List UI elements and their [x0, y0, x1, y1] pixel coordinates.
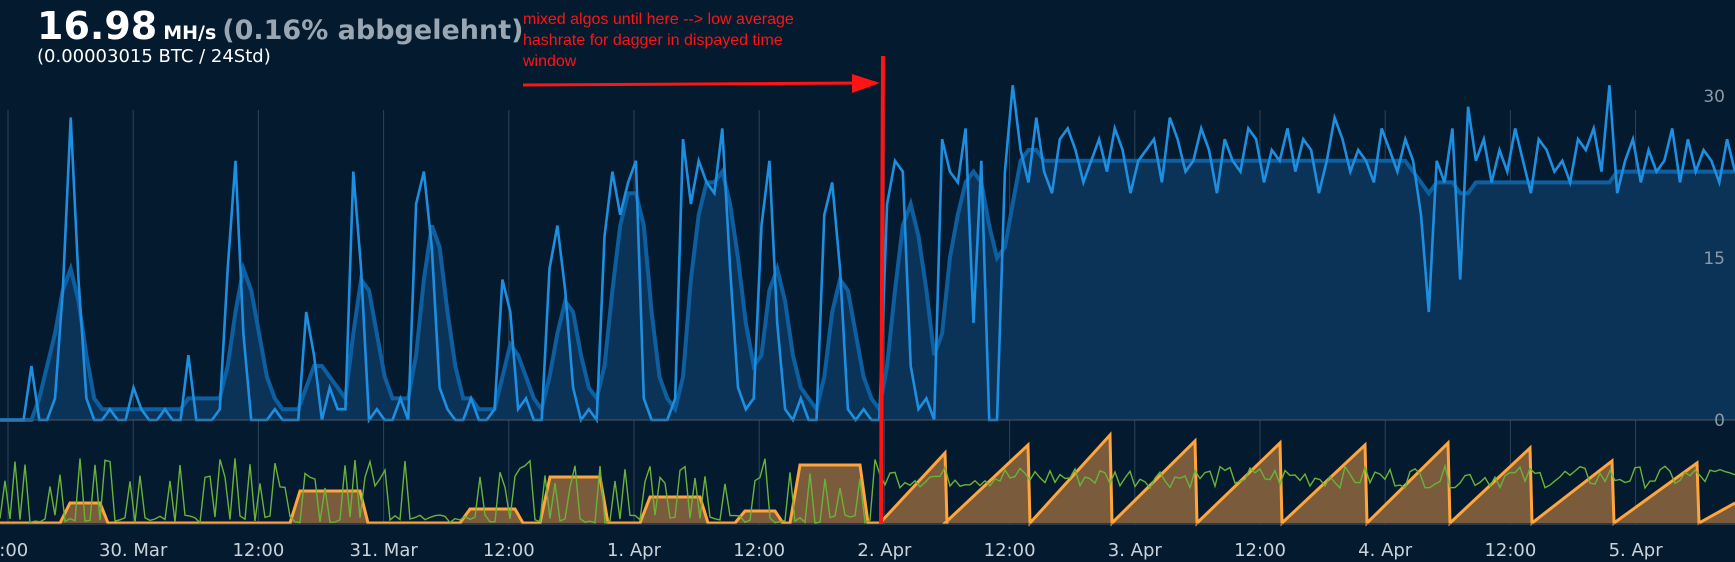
average-hashrate-line [0, 148, 1735, 422]
hashrate-unit: MH/s [163, 22, 217, 44]
earnings-per-day: (0.00003015 BTC / 24Std) [37, 46, 271, 67]
y-tick-label: 0 [1714, 411, 1725, 431]
rejected-percentage: (0.16% abbgelehnt) [222, 15, 524, 46]
y-tick-label: 15 [1703, 249, 1725, 269]
earnings-fill [0, 435, 1735, 523]
annotation-line: window [523, 53, 577, 70]
earnings-area [0, 431, 1735, 527]
x-tick-label: 12:00 [483, 540, 535, 561]
x-tick-label: 2. Apr [857, 540, 912, 561]
annotation-line: hashrate for dagger in dispayed time [523, 32, 783, 49]
annotation-line: mixed algos until here --> low average [523, 11, 794, 28]
hashrate-area [0, 85, 1735, 424]
x-tick-label: 12:00 [232, 540, 284, 561]
x-tick-label: 1. Apr [607, 540, 662, 561]
average-area [0, 150, 1735, 420]
x-tick-label: 12:00 [1234, 540, 1286, 561]
annotation-arrow [522, 74, 880, 93]
x-tick-label: 5. Apr [1609, 540, 1664, 561]
y-tick-label: 30 [1703, 87, 1725, 107]
annotation-text: mixed algos until here --> low average h… [523, 9, 868, 72]
hashrate-header: 16.98 MH/s (0.16% abbgelehnt) (0.00003015 … [37, 4, 523, 67]
x-tick-label: 12:00 [984, 540, 1036, 561]
x-tick-label: 4. Apr [1358, 540, 1413, 561]
x-tick-label: 12:00 [1484, 540, 1536, 561]
x-tick-label: 31. Mar [349, 540, 418, 561]
x-tick-label: 3. Apr [1108, 540, 1163, 561]
earnings-line [0, 431, 1735, 527]
x-tick-label: 2:00 [0, 540, 28, 561]
x-axis-labels: 2:00 30. Mar 12:00 31. Mar 12:00 1. Apr 12:00 2… [0, 540, 1663, 561]
hashrate-value: 16.98 [37, 4, 158, 48]
hashrate-line: 16.98 MH/s (0.16% abbgelehnt) [37, 4, 523, 48]
annotation-marker-line [879, 55, 885, 525]
green-line [0, 458, 1735, 525]
x-tick-label: 12:00 [733, 540, 785, 561]
y-axis-labels: 30 15 0 [1703, 87, 1725, 431]
x-tick-label: 30. Mar [99, 540, 168, 561]
